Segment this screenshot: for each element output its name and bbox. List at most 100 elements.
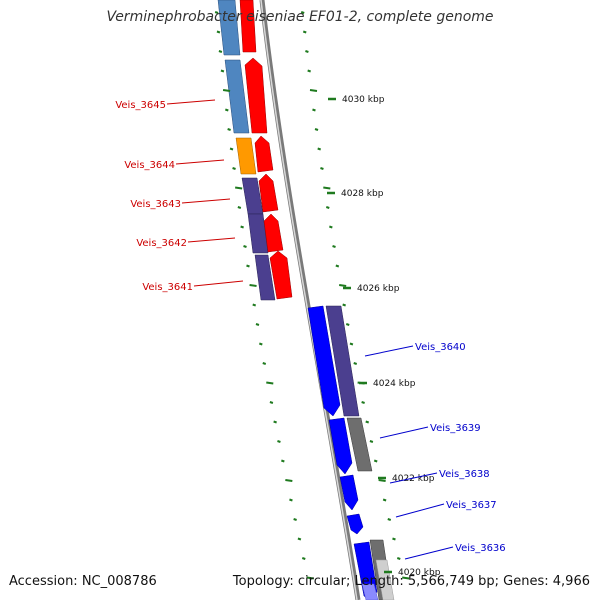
scale-labels: 4030 kbp 4028 kbp 4026 kbp 4024 kbp 4022 kbp… bbox=[327, 95, 441, 578]
gene-label-left[interactable]: Veis_3641 bbox=[142, 282, 193, 293]
tick-mark-right bbox=[402, 576, 410, 580]
tick-mark-right bbox=[320, 167, 324, 170]
gene-leader-line bbox=[181, 198, 231, 204]
tick-mark-left bbox=[266, 381, 274, 385]
gene-label-right[interactable]: Veis_3636 bbox=[455, 543, 506, 554]
tick-mark-left bbox=[237, 206, 242, 209]
tick-mark-left bbox=[229, 147, 234, 151]
genome-backbone-highlight bbox=[260, 0, 358, 601]
gene-block-orange bbox=[235, 137, 257, 175]
scale-label: 4026 kbp bbox=[357, 284, 400, 294]
left-gene-labels: Veis_3645 Veis_3644 Veis_3643 Veis_3642 Veis… bbox=[115, 99, 244, 293]
tick-mark-left bbox=[293, 518, 297, 521]
gene-arrow-blue-3 bbox=[339, 474, 359, 511]
genome-title: Verminephrobacter eiseniae EF01-2, compl… bbox=[106, 9, 494, 25]
tick-mark-right bbox=[307, 69, 311, 73]
tick-mark-left bbox=[216, 30, 221, 34]
tick-mark-left bbox=[301, 557, 306, 560]
tick-mark-left bbox=[240, 225, 244, 229]
tick-mark-left bbox=[255, 323, 260, 326]
tick-mark-left bbox=[281, 459, 285, 463]
tick-mark-right bbox=[342, 303, 346, 307]
right-gene-labels: Veis_3640 Veis_3639 Veis_3638 Veis_3637 Veis… bbox=[364, 342, 506, 560]
gene-arrow-blue-4 bbox=[346, 513, 364, 535]
left-cog-track bbox=[217, 0, 276, 301]
gene-label-right[interactable]: Veis_3640 bbox=[415, 342, 466, 353]
gene-label-right[interactable]: Veis_3638 bbox=[439, 469, 490, 480]
left-red-arrow-track bbox=[239, 0, 293, 300]
tick-mark-left bbox=[252, 303, 257, 307]
tick-mark-right bbox=[312, 108, 316, 112]
tick-mark-right bbox=[373, 459, 378, 463]
tick-mark-right bbox=[300, 11, 305, 14]
tick-mark-right bbox=[392, 537, 396, 541]
tick-mark-left bbox=[289, 498, 293, 502]
gene-arrow-red-top bbox=[239, 0, 257, 53]
tick-mark-left bbox=[246, 264, 250, 268]
tick-mark-right bbox=[349, 342, 354, 346]
gene-leader-line bbox=[193, 280, 244, 287]
tick-mark-right bbox=[302, 30, 307, 34]
tick-mark-left bbox=[258, 342, 263, 346]
gene-label-left[interactable]: Veis_3642 bbox=[136, 238, 187, 249]
tick-mark-right bbox=[305, 50, 309, 53]
accession-text: Accession: NC_008786 bbox=[9, 574, 157, 589]
tick-mark-right bbox=[382, 498, 387, 502]
gene-label-left[interactable]: Veis_3644 bbox=[124, 160, 175, 171]
tick-mark-left bbox=[235, 186, 243, 190]
tick-mark-right bbox=[369, 440, 374, 443]
tick-mark-left bbox=[297, 537, 302, 541]
tick-mark-right bbox=[317, 147, 321, 151]
tick-mark-right bbox=[329, 225, 333, 229]
gene-block-purple-r1 bbox=[325, 305, 360, 417]
scale-label: 4020 kbp bbox=[398, 568, 441, 578]
tick-mark-right bbox=[353, 362, 358, 365]
gene-block-grey-r1 bbox=[346, 417, 373, 472]
gene-label-left[interactable]: Veis_3643 bbox=[130, 199, 181, 210]
tick-mark-left bbox=[249, 284, 257, 287]
gene-leader-line bbox=[187, 237, 236, 243]
gene-label-left[interactable]: Veis_3645 bbox=[115, 100, 166, 111]
genome-backbone bbox=[259, 0, 361, 601]
gene-label-right[interactable]: Veis_3639 bbox=[430, 423, 481, 434]
scale-label: 4024 kbp bbox=[373, 379, 416, 389]
gene-leader-line bbox=[389, 472, 438, 484]
tick-mark-left bbox=[227, 128, 231, 131]
tick-mark-left bbox=[220, 69, 225, 73]
tick-mark-left bbox=[243, 245, 247, 248]
gene-block-purple-2 bbox=[247, 213, 269, 254]
tick-mark-right bbox=[323, 186, 331, 190]
gene-arrow-blue-1 bbox=[307, 305, 341, 417]
tick-mark-right bbox=[325, 206, 330, 209]
tick-mark-left bbox=[273, 420, 277, 424]
gene-arrow-blue-2 bbox=[328, 417, 353, 475]
tick-mark-right bbox=[387, 518, 392, 521]
gene-leader-line bbox=[175, 159, 225, 165]
tick-mark-left bbox=[285, 479, 293, 482]
tick-mark-right bbox=[378, 479, 386, 482]
tick-mark-left bbox=[214, 11, 219, 14]
gene-label-right[interactable]: Veis_3637 bbox=[446, 500, 497, 511]
gene-arrow-red-4 bbox=[263, 213, 284, 253]
tick-mark-left bbox=[232, 167, 236, 170]
tick-mark-left bbox=[224, 108, 229, 112]
tick-mark-left bbox=[218, 50, 223, 53]
tick-mark-right bbox=[345, 323, 350, 326]
gene-leader-line bbox=[395, 503, 445, 518]
tick-mark-right bbox=[396, 557, 401, 560]
scale-label: 4028 kbp bbox=[341, 189, 384, 199]
genome-summary-text: Topology: circular; Length: 5,566,749 bp… bbox=[232, 574, 590, 589]
tick-mark-left bbox=[222, 89, 231, 92]
tick-mark-right bbox=[332, 245, 336, 248]
gene-leader-line bbox=[166, 99, 216, 105]
gene-block-blue-top bbox=[217, 0, 241, 56]
tick-mark-left bbox=[277, 440, 281, 443]
scale-label: 4022 kbp bbox=[392, 474, 435, 484]
tick-mark-left bbox=[306, 576, 314, 580]
gene-block-purple-3 bbox=[254, 254, 276, 301]
tick-mark-right bbox=[314, 128, 319, 131]
tick-mark-right bbox=[365, 420, 370, 424]
tick-mark-right bbox=[361, 401, 365, 404]
